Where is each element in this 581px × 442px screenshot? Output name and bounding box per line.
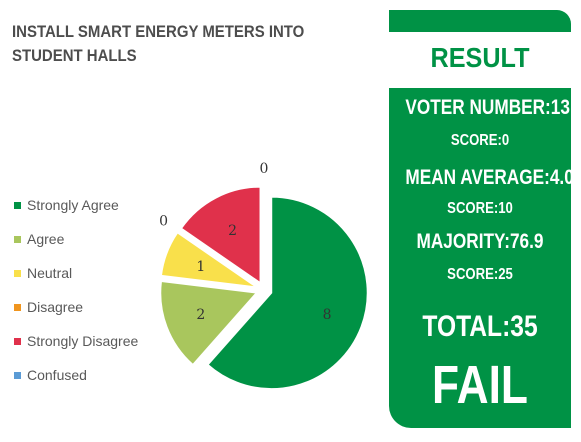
data-label-agree: 2 [196, 307, 205, 323]
pie-slice-strongly-disagree [180, 186, 262, 285]
legend-item-disagree: Disagree [14, 290, 138, 324]
data-label-confused: 0 [260, 161, 269, 177]
pie-slice-strongly-agree [206, 196, 369, 390]
legend-label-confused: Confused [27, 367, 87, 383]
legend-item-strongly-agree: Strongly Agree [14, 188, 138, 222]
result-panel: VOTER NUMBER:13 SCORE:0 MEAN AVERAGE:4.0… [389, 88, 581, 428]
legend-label-agree: Agree [27, 231, 65, 247]
legend-item-confused: Confused [14, 358, 138, 392]
data-label-neutral: 1 [196, 259, 205, 275]
legend-item-neutral: Neutral [14, 256, 138, 290]
verdict: FAIL [432, 355, 528, 415]
chart-title: INSTALL SMART ENERGY METERS INTO STUDENT… [12, 20, 305, 68]
legend-swatch-neutral [14, 269, 21, 277]
pie-slice-neutral [160, 231, 257, 288]
legend-swatch-confused [14, 371, 21, 379]
data-label-disagree: 0 [159, 214, 168, 230]
legend-label-strongly-agree: Strongly Agree [27, 197, 119, 213]
total-score: TOTAL:35 [422, 310, 538, 343]
data-label-strongly-disagree: 2 [228, 223, 237, 239]
pie-slice-agree [159, 280, 259, 366]
legend-swatch-strongly-agree [14, 201, 21, 209]
chart-title-line-2: STUDENT HALLS [12, 46, 137, 65]
legend-item-strongly-disagree: Strongly Disagree [14, 324, 138, 358]
mean-score: SCORE:10 [447, 200, 513, 217]
legend-label-strongly-disagree: Strongly Disagree [27, 333, 139, 349]
result-heading: RESULT [430, 42, 530, 73]
chart-legend: Strongly Agree Agree Neutral Disagree St… [14, 188, 138, 392]
legend-item-agree: Agree [14, 222, 138, 256]
mean-average: MEAN AVERAGE:4.08 [405, 166, 581, 189]
voter-number: VOTER NUMBER:13 [405, 96, 570, 119]
result-header-bar [389, 10, 571, 32]
legend-swatch-strongly-disagree [14, 337, 21, 345]
data-label-strongly-agree: 8 [323, 307, 332, 323]
legend-swatch-disagree [14, 303, 21, 311]
legend-swatch-agree [14, 235, 21, 243]
majority-score: SCORE:25 [447, 266, 513, 283]
majority: MAJORITY:76.9 [416, 230, 544, 253]
voter-score: SCORE:0 [450, 132, 510, 149]
chart-title-line-1: INSTALL SMART ENERGY METERS INTO [12, 22, 305, 41]
legend-label-disagree: Disagree [27, 299, 84, 315]
legend-label-neutral: Neutral [27, 265, 73, 281]
